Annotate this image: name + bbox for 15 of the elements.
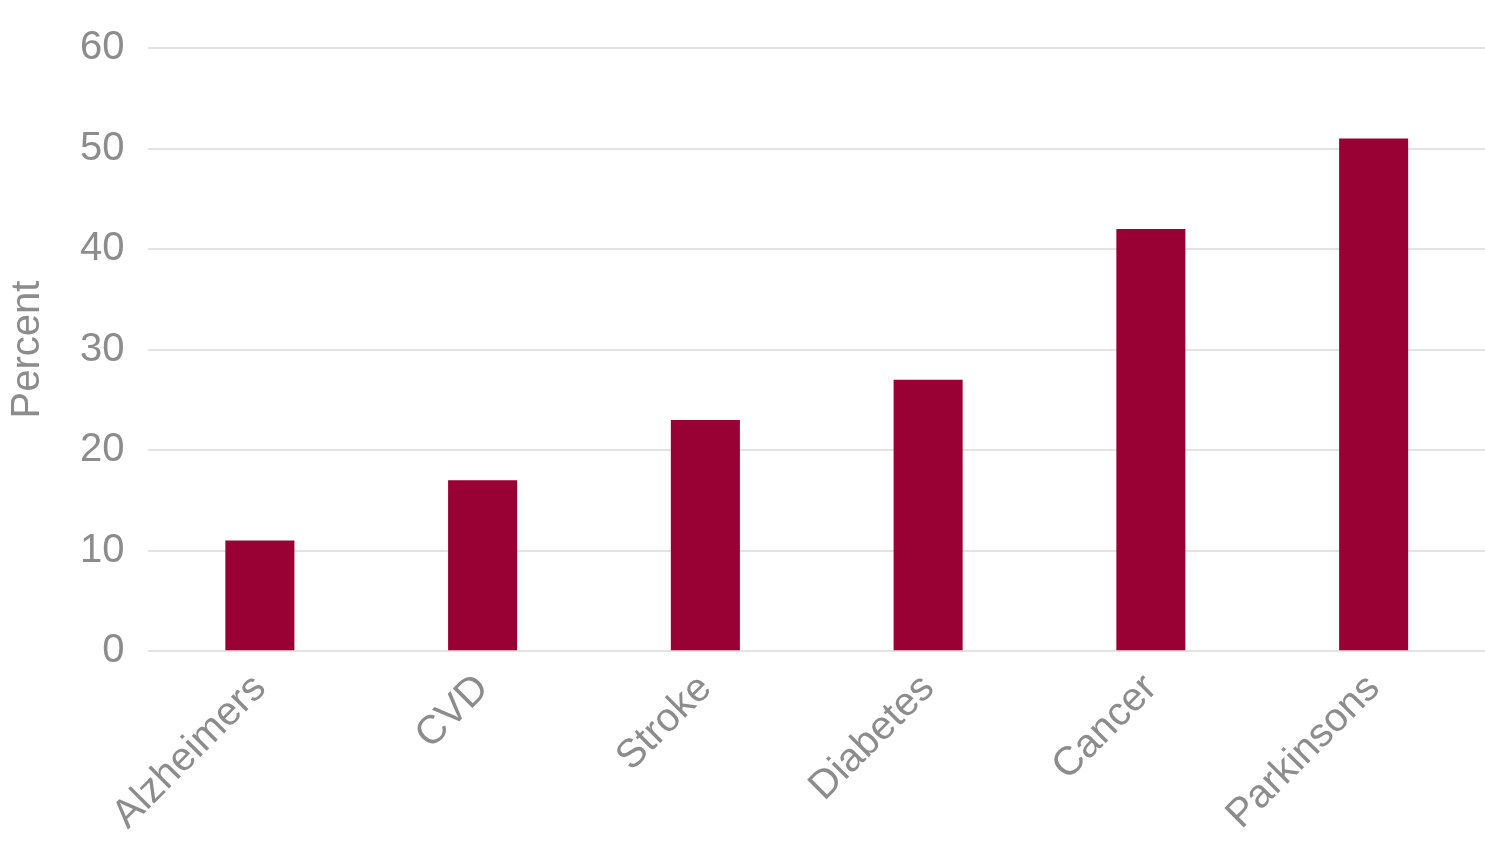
x-tick-label: CVD: [405, 664, 497, 756]
y-tick-label: 0: [102, 626, 125, 671]
y-axis-title: Percent: [3, 280, 48, 419]
y-tick-label: 60: [79, 23, 125, 68]
y-tick-label: 50: [79, 123, 125, 168]
y-tick-label: 10: [79, 525, 125, 570]
bar: [893, 379, 963, 651]
bar: [1339, 138, 1409, 651]
bar: [448, 480, 518, 651]
bar: [1116, 228, 1186, 651]
y-tick-label: 30: [79, 324, 125, 369]
bar: [670, 419, 740, 651]
y-tick-label: 20: [79, 425, 125, 470]
bar: [225, 540, 295, 651]
y-tick-label: 40: [79, 224, 125, 269]
